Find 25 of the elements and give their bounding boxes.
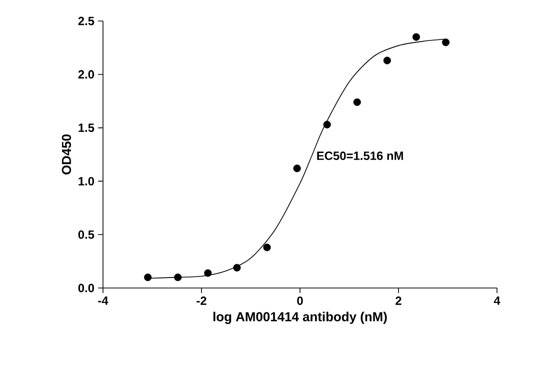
y-tick-label: 0.0 (78, 284, 94, 292)
y-tick-label: 2.5 (78, 16, 94, 26)
point (323, 120, 331, 128)
point (383, 56, 391, 64)
point (144, 274, 152, 282)
y-axis-title: OD450 (62, 134, 72, 174)
point (353, 98, 361, 106)
x-axis-title: log AM001414 antibody (nM) (213, 312, 387, 324)
x-tick-label: -4 (98, 296, 108, 305)
annotation: EC50=1.516 nM (317, 152, 403, 160)
point (233, 264, 241, 272)
point (442, 38, 450, 46)
y-tick-label: 0.5 (78, 230, 94, 239)
point (293, 164, 301, 172)
x-tick-label: 2 (396, 296, 402, 305)
y-tick-label: 1.5 (78, 124, 94, 132)
y-tick-label: 2.0 (78, 70, 94, 79)
y-tick-label: 1.0 (78, 176, 94, 186)
x-tick-label: 0 (297, 296, 303, 305)
point (204, 269, 212, 277)
point (263, 244, 271, 252)
x-tick-label: -2 (196, 296, 206, 305)
point (412, 33, 420, 41)
x-tick-label: 4 (494, 296, 500, 305)
point (174, 274, 182, 282)
